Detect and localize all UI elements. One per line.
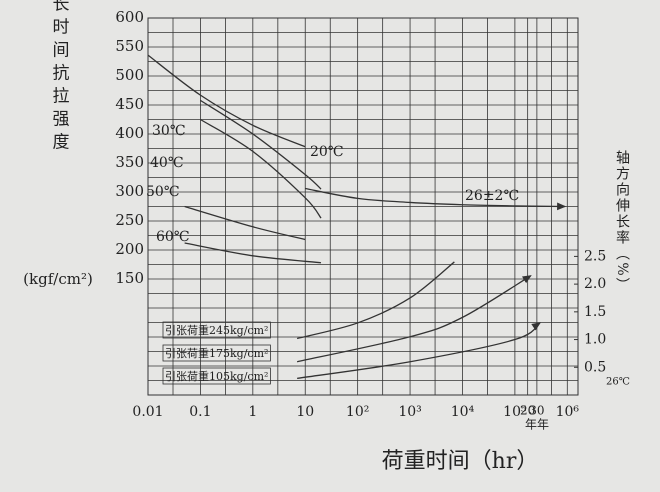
y-tick-label: 500 [115, 66, 144, 84]
label-box [162, 321, 271, 339]
series-label: 26±2℃ [465, 188, 519, 204]
x-tick-label: 20 [520, 404, 535, 418]
curve [296, 275, 532, 363]
y-tick-label: 600 [115, 8, 144, 26]
curve [184, 242, 322, 264]
series-label: 引张荷重105kg/cm² [165, 369, 268, 383]
x-tick-label: 10⁴ [451, 404, 475, 420]
x-tick-label: 10⁵ [503, 404, 527, 420]
curve [147, 54, 306, 148]
series-label: 引张荷重175kg/cm² [165, 346, 268, 360]
y-tick-label: 400 [115, 124, 144, 142]
y-axis-unit: (kgf/cm²) [23, 270, 93, 288]
y-tick-label: 200 [115, 240, 144, 258]
curve [200, 118, 322, 219]
series-label: 20℃ [310, 144, 343, 160]
y-axis-label: 长时间抗拉强度 [49, 0, 70, 156]
x-tick-label: 10² [346, 404, 369, 420]
series-label: 引张荷重245kg/cm² [165, 323, 268, 337]
x-tick-label: 1 [248, 404, 257, 420]
plot-frame [147, 17, 579, 396]
series-label: 50℃ [146, 184, 179, 200]
y2-tick-label: 1.0 [584, 332, 606, 348]
y2-note: 26℃ [606, 377, 630, 388]
x-axis-label: 荷重时间（hr） [382, 449, 539, 474]
y2-tick-label: 2.0 [584, 276, 606, 292]
x-tick-label: 0.1 [189, 404, 211, 420]
series-label: 40℃ [150, 155, 183, 171]
y2-tick-label: 0.5 [584, 359, 606, 375]
x-tick-label: 0.01 [132, 404, 163, 420]
y-tick-label: 150 [115, 269, 144, 287]
y2-axis-label: 轴方向伸长率（%） [614, 150, 630, 293]
y-tick-label: 250 [115, 211, 144, 229]
y-tick-label: 450 [115, 95, 144, 113]
label-box [162, 367, 271, 385]
curve [200, 99, 322, 190]
x-tick-label: 10 [296, 404, 314, 420]
x-tick-label: 30 [529, 404, 544, 418]
x-tick-label: 10⁶ [556, 404, 580, 420]
label-box [162, 344, 271, 362]
y-tick-label: 350 [115, 153, 144, 171]
year-label: 年年 [525, 418, 549, 432]
y2-tick-label: 1.5 [584, 304, 606, 320]
curve [184, 205, 306, 241]
series-label: 30℃ [152, 123, 185, 139]
x-tick-label: 10³ [398, 404, 421, 420]
y2-tick-label: 2.5 [584, 248, 606, 264]
series-label: 60℃ [156, 229, 189, 245]
curve [305, 187, 567, 211]
curve [297, 322, 541, 380]
y-tick-label: 550 [115, 37, 144, 55]
curve [296, 261, 455, 340]
y-tick-label: 300 [115, 182, 144, 200]
